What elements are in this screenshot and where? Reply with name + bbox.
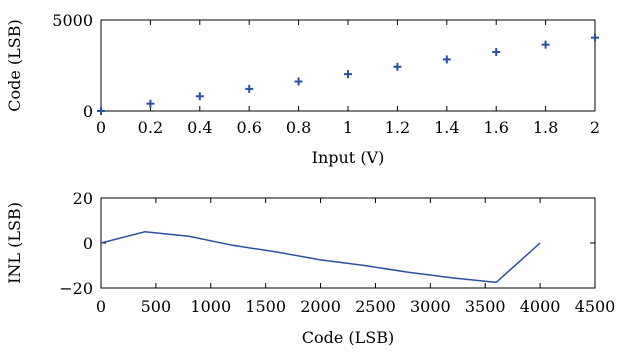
- bottom-axes-frame: [100, 197, 596, 289]
- top-x-axis-label: Input (V): [312, 148, 385, 167]
- top-xtick-label: 1.6: [483, 118, 508, 137]
- top-data-point: [146, 99, 155, 108]
- top-axes-frame: [100, 19, 596, 112]
- top-data-point: [294, 77, 303, 86]
- top-xtick-label: 0.4: [187, 118, 212, 137]
- top-data-point: [245, 84, 254, 93]
- bottom-xtick-label: 0: [96, 297, 106, 316]
- bottom-xtick-label: 4000: [520, 297, 561, 316]
- top-xtick-label: 0.8: [286, 118, 311, 137]
- bottom-chart: 0 500 1000 1500 2000 2500 3000 3500 4000 4500−200…: [5, 189, 615, 347]
- top-data-point: [97, 107, 105, 115]
- bottom-ytick-label: 20: [73, 189, 93, 208]
- top-xtick-label: 1.2: [385, 118, 410, 137]
- top-xtick-label: 1.8: [533, 118, 558, 137]
- bottom-xtick-label: 500: [141, 297, 172, 316]
- top-data-point: [541, 40, 550, 49]
- top-ytick-label: 0: [83, 102, 93, 121]
- bottom-ytick-label: −20: [59, 279, 93, 298]
- top-data-point: [492, 48, 501, 57]
- bottom-xtick-label: 2000: [300, 297, 341, 316]
- top-xtick-label: 1: [343, 118, 353, 137]
- top-data-point: [442, 55, 451, 64]
- bottom-xtick-label: 2500: [355, 297, 396, 316]
- top-ytick-label: 5000: [52, 11, 93, 30]
- bottom-xtick-label: 1500: [245, 297, 286, 316]
- top-data-point: [393, 62, 402, 71]
- bottom-xtick-label: 3500: [465, 297, 506, 316]
- bottom-xtick-label: 1000: [190, 297, 231, 316]
- top-data-point: [195, 92, 204, 101]
- bottom-ytick-label: 0: [83, 234, 93, 253]
- top-xtick-label: 1.4: [434, 118, 459, 137]
- bottom-xtick-label: 4500: [575, 297, 616, 316]
- top-data-point: [591, 33, 599, 42]
- top-xtick-label: 0: [96, 118, 106, 137]
- top-chart: 0 0.2 0.4 0.6 0.8 1 1.2 1.4 1.6 1.8 2 0 5000 Input (V…: [5, 11, 600, 167]
- bottom-xtick-label: 3000: [410, 297, 451, 316]
- bottom-y-axis-label: INL (LSB): [5, 202, 24, 284]
- top-xtick-label: 2: [590, 118, 600, 137]
- bottom-x-axis-label: Code (LSB): [302, 328, 395, 347]
- top-data-point: [344, 70, 352, 79]
- top-xtick-label: 0.6: [236, 118, 261, 137]
- top-xtick-label: 0.2: [138, 118, 163, 137]
- bottom-series-line: [100, 231, 541, 284]
- top-y-axis-label: Code (LSB): [5, 19, 24, 112]
